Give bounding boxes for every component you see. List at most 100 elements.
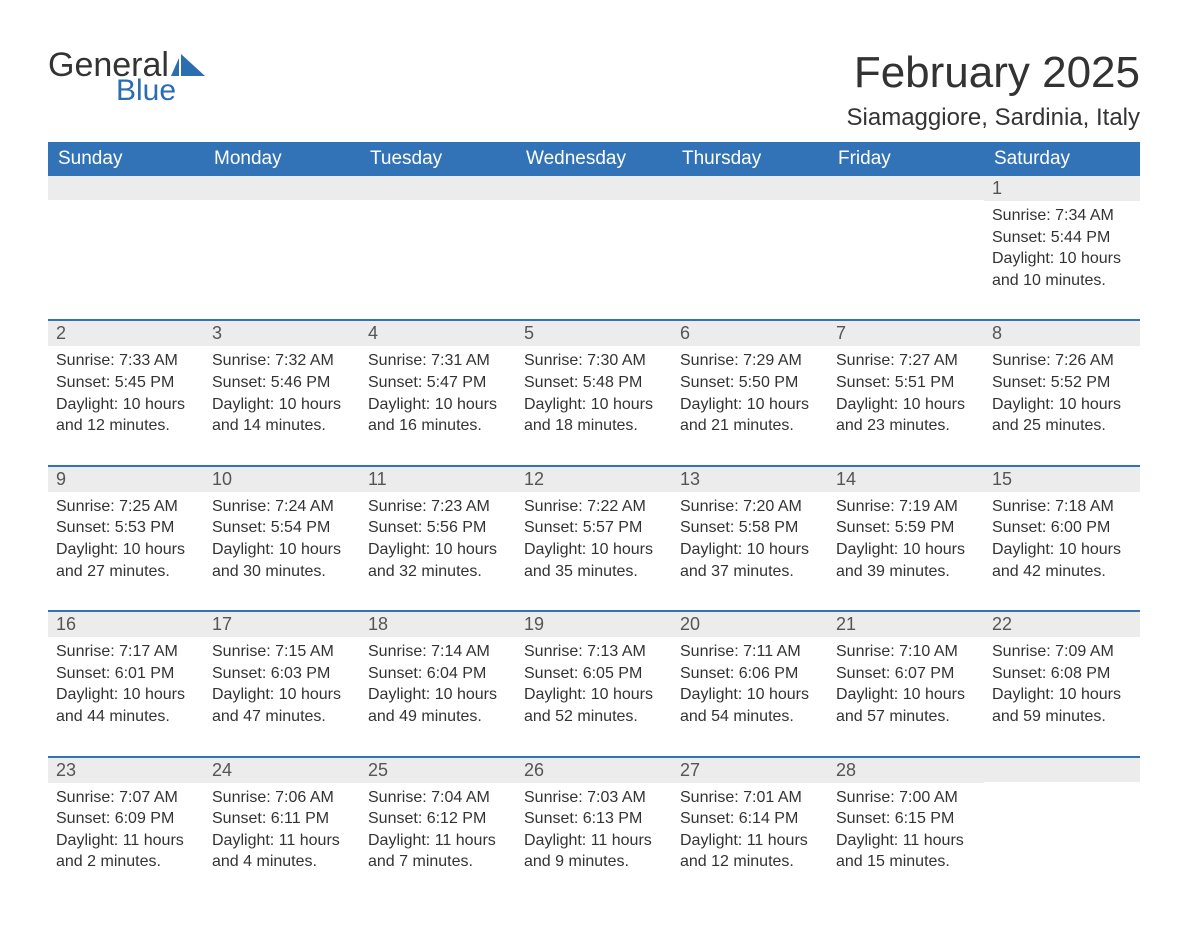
daylight-line: Daylight: 10 hours and 14 minutes. [212,394,352,437]
calendar-cell [672,176,828,320]
day-number: 8 [984,321,1140,346]
title-block: February 2025 Siamaggiore, Sardinia, Ita… [847,48,1140,132]
day-number: 5 [516,321,672,346]
day-number: 13 [672,467,828,492]
daylight-line: Daylight: 10 hours and 21 minutes. [680,394,820,437]
day-body [204,200,360,296]
day-body [48,200,204,296]
sunset-line: Sunset: 6:06 PM [680,663,820,685]
calendar-cell [48,176,204,320]
sunrise-line: Sunrise: 7:13 AM [524,641,664,663]
sunset-line: Sunset: 5:51 PM [836,372,976,394]
sunset-line: Sunset: 5:44 PM [992,227,1132,249]
calendar-cell: 25Sunrise: 7:04 AMSunset: 6:12 PMDayligh… [360,757,516,901]
sunrise-line: Sunrise: 7:33 AM [56,350,196,372]
calendar-cell: 14Sunrise: 7:19 AMSunset: 5:59 PMDayligh… [828,466,984,611]
calendar-cell: 9Sunrise: 7:25 AMSunset: 5:53 PMDaylight… [48,466,204,611]
sunset-line: Sunset: 6:05 PM [524,663,664,685]
day-body: Sunrise: 7:13 AMSunset: 6:05 PMDaylight:… [516,637,672,755]
sunset-line: Sunset: 6:08 PM [992,663,1132,685]
day-body: Sunrise: 7:10 AMSunset: 6:07 PMDaylight:… [828,637,984,755]
day-body: Sunrise: 7:09 AMSunset: 6:08 PMDaylight:… [984,637,1140,755]
calendar-cell: 19Sunrise: 7:13 AMSunset: 6:05 PMDayligh… [516,611,672,756]
daylight-line: Daylight: 10 hours and 44 minutes. [56,684,196,727]
calendar-cell: 28Sunrise: 7:00 AMSunset: 6:15 PMDayligh… [828,757,984,901]
day-number: 1 [984,176,1140,201]
day-body: Sunrise: 7:20 AMSunset: 5:58 PMDaylight:… [672,492,828,610]
sunrise-line: Sunrise: 7:32 AM [212,350,352,372]
calendar-cell: 12Sunrise: 7:22 AMSunset: 5:57 PMDayligh… [516,466,672,611]
day-body: Sunrise: 7:04 AMSunset: 6:12 PMDaylight:… [360,783,516,901]
day-number: 14 [828,467,984,492]
day-body: Sunrise: 7:03 AMSunset: 6:13 PMDaylight:… [516,783,672,901]
day-body: Sunrise: 7:34 AMSunset: 5:44 PMDaylight:… [984,201,1140,319]
day-number: 21 [828,612,984,637]
day-number [516,176,672,200]
sunset-line: Sunset: 6:12 PM [368,808,508,830]
calendar-cell: 22Sunrise: 7:09 AMSunset: 6:08 PMDayligh… [984,611,1140,756]
sunrise-line: Sunrise: 7:09 AM [992,641,1132,663]
col-monday: Monday [204,142,360,176]
col-saturday: Saturday [984,142,1140,176]
daylight-line: Daylight: 10 hours and 30 minutes. [212,539,352,582]
calendar-cell [828,176,984,320]
daylight-line: Daylight: 10 hours and 23 minutes. [836,394,976,437]
sunset-line: Sunset: 5:59 PM [836,517,976,539]
day-body: Sunrise: 7:06 AMSunset: 6:11 PMDaylight:… [204,783,360,901]
col-friday: Friday [828,142,984,176]
daylight-line: Daylight: 10 hours and 57 minutes. [836,684,976,727]
col-tuesday: Tuesday [360,142,516,176]
daylight-line: Daylight: 10 hours and 35 minutes. [524,539,664,582]
sunrise-line: Sunrise: 7:04 AM [368,787,508,809]
day-number: 23 [48,758,204,783]
day-number: 28 [828,758,984,783]
day-number: 11 [360,467,516,492]
daylight-line: Daylight: 10 hours and 16 minutes. [368,394,508,437]
daylight-line: Daylight: 10 hours and 47 minutes. [212,684,352,727]
sunset-line: Sunset: 5:45 PM [56,372,196,394]
daylight-line: Daylight: 11 hours and 12 minutes. [680,830,820,873]
calendar-week-row: 1Sunrise: 7:34 AMSunset: 5:44 PMDaylight… [48,176,1140,320]
day-body: Sunrise: 7:07 AMSunset: 6:09 PMDaylight:… [48,783,204,901]
day-body [672,200,828,296]
day-number: 15 [984,467,1140,492]
calendar-cell: 24Sunrise: 7:06 AMSunset: 6:11 PMDayligh… [204,757,360,901]
daylight-line: Daylight: 11 hours and 9 minutes. [524,830,664,873]
daylight-line: Daylight: 11 hours and 4 minutes. [212,830,352,873]
page-title: February 2025 [847,48,1140,98]
sunset-line: Sunset: 5:50 PM [680,372,820,394]
day-number [828,176,984,200]
calendar-cell: 11Sunrise: 7:23 AMSunset: 5:56 PMDayligh… [360,466,516,611]
sunrise-line: Sunrise: 7:27 AM [836,350,976,372]
day-body: Sunrise: 7:22 AMSunset: 5:57 PMDaylight:… [516,492,672,610]
calendar-cell: 6Sunrise: 7:29 AMSunset: 5:50 PMDaylight… [672,320,828,465]
calendar-body: 1Sunrise: 7:34 AMSunset: 5:44 PMDaylight… [48,176,1140,901]
day-number: 26 [516,758,672,783]
day-body: Sunrise: 7:29 AMSunset: 5:50 PMDaylight:… [672,346,828,464]
sunrise-line: Sunrise: 7:18 AM [992,496,1132,518]
calendar-cell: 15Sunrise: 7:18 AMSunset: 6:00 PMDayligh… [984,466,1140,611]
sunrise-line: Sunrise: 7:26 AM [992,350,1132,372]
sunset-line: Sunset: 6:07 PM [836,663,976,685]
day-number: 12 [516,467,672,492]
daylight-line: Daylight: 10 hours and 49 minutes. [368,684,508,727]
sunset-line: Sunset: 5:48 PM [524,372,664,394]
day-number: 24 [204,758,360,783]
calendar-cell: 18Sunrise: 7:14 AMSunset: 6:04 PMDayligh… [360,611,516,756]
day-number: 9 [48,467,204,492]
calendar-cell: 13Sunrise: 7:20 AMSunset: 5:58 PMDayligh… [672,466,828,611]
day-number: 25 [360,758,516,783]
daylight-line: Daylight: 10 hours and 27 minutes. [56,539,196,582]
sunrise-line: Sunrise: 7:29 AM [680,350,820,372]
day-body [516,200,672,296]
day-number: 27 [672,758,828,783]
day-number [204,176,360,200]
day-body: Sunrise: 7:23 AMSunset: 5:56 PMDaylight:… [360,492,516,610]
sunrise-line: Sunrise: 7:34 AM [992,205,1132,227]
sunrise-line: Sunrise: 7:01 AM [680,787,820,809]
daylight-line: Daylight: 11 hours and 15 minutes. [836,830,976,873]
calendar-cell: 20Sunrise: 7:11 AMSunset: 6:06 PMDayligh… [672,611,828,756]
sunset-line: Sunset: 5:58 PM [680,517,820,539]
daylight-line: Daylight: 10 hours and 39 minutes. [836,539,976,582]
day-number: 7 [828,321,984,346]
